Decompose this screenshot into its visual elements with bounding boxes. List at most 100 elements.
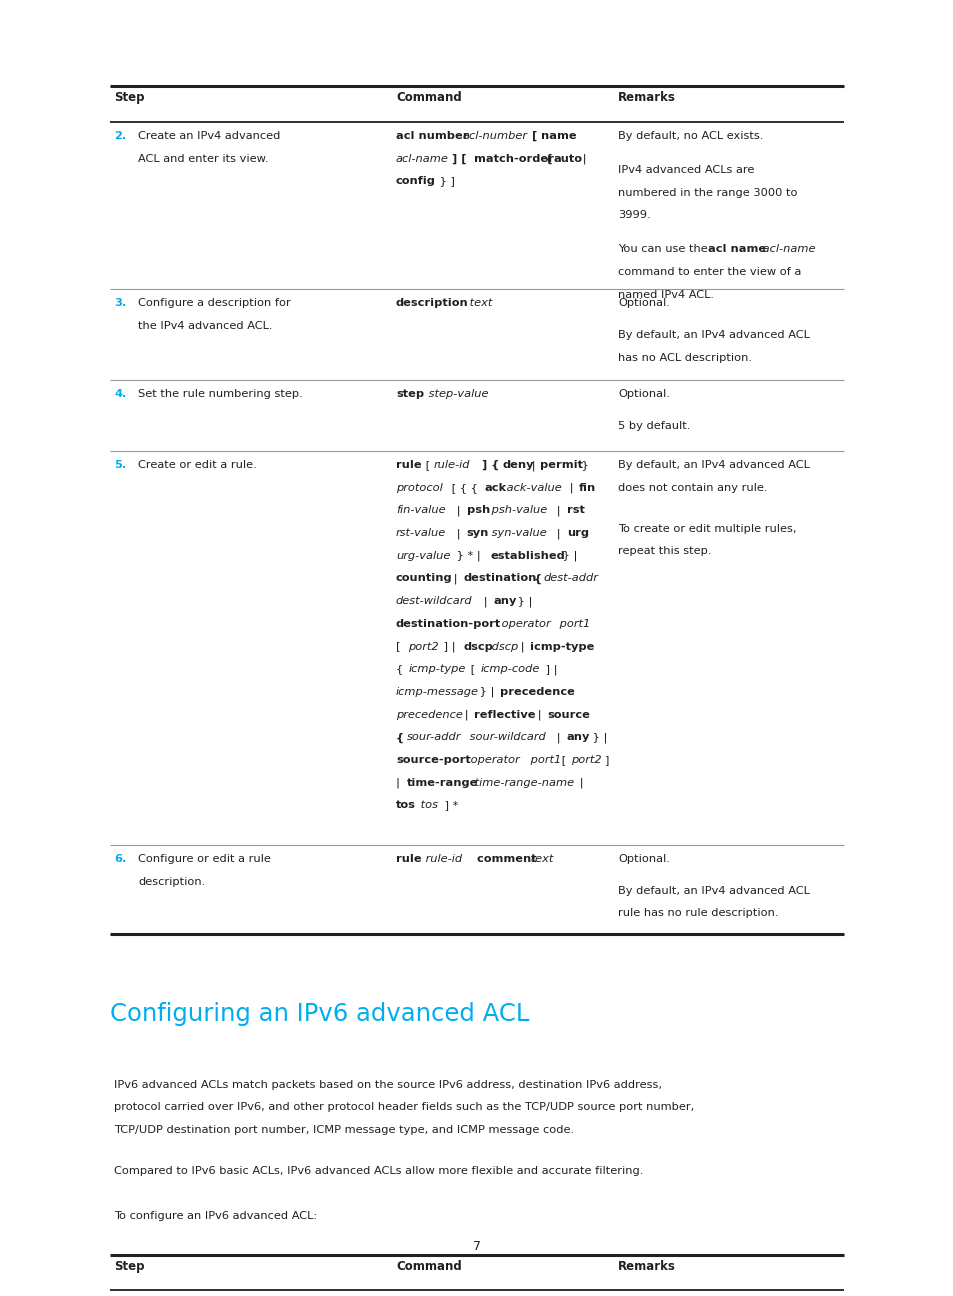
Text: source-port: source-port [395,754,470,765]
Text: psh: psh [466,505,489,516]
Text: [: [ [421,460,433,470]
Text: icmp-message: icmp-message [395,687,478,697]
Text: match-order: match-order [474,154,554,163]
Text: dest-addr: dest-addr [543,573,598,583]
Text: rule: rule [395,854,421,864]
Text: destination-port: destination-port [395,618,500,629]
Text: |: | [553,505,564,516]
Text: port2: port2 [408,642,438,652]
Text: deny: deny [502,460,534,470]
Text: config: config [395,176,436,187]
Text: repeat this step.: repeat this step. [618,547,711,556]
Text: the IPv4 advanced ACL.: the IPv4 advanced ACL. [138,320,273,330]
Text: time-range-name: time-range-name [471,778,574,788]
Text: port1: port1 [526,754,560,765]
Text: dscp: dscp [463,642,493,652]
Text: Optional.: Optional. [618,854,669,864]
Text: command to enter the view of a: command to enter the view of a [618,267,801,277]
Text: rst: rst [566,505,584,516]
Text: |: | [553,732,564,743]
Text: has no ACL description.: has no ACL description. [618,353,751,363]
Text: name: name [540,131,576,141]
Text: ] *: ] * [440,800,457,810]
Text: rule: rule [395,460,421,470]
Text: |: | [534,709,545,721]
Text: permit: permit [539,460,582,470]
Text: ack-value: ack-value [502,482,561,492]
Text: step-value: step-value [424,389,488,399]
Text: 3999.: 3999. [618,210,650,220]
Text: fin: fin [578,482,596,492]
Text: icmp-type: icmp-type [530,642,594,652]
Text: named IPv4 ACL.: named IPv4 ACL. [618,289,714,299]
Text: } * |: } * | [453,551,484,561]
Text: Remarks: Remarks [618,1260,676,1274]
Text: description.: description. [138,876,205,886]
Text: precedence: precedence [499,687,574,697]
Text: psh-value: psh-value [488,505,547,516]
Text: ] [: ] [ [448,154,471,163]
Text: } |: } | [588,732,606,743]
Text: operator: operator [467,754,519,765]
Text: Compared to IPv6 basic ACLs, IPv6 advanced ACLs allow more flexible and accurate: Compared to IPv6 basic ACLs, IPv6 advanc… [114,1166,643,1175]
Text: |: | [453,527,464,539]
Text: step: step [395,389,423,399]
Text: } |: } | [476,687,497,697]
Text: urg-value: urg-value [395,551,450,561]
Text: [: [ [527,131,540,141]
Text: 7: 7 [473,1240,480,1253]
Text: precedence: precedence [395,709,462,719]
Text: ] |: ] | [439,642,458,652]
Text: Remarks: Remarks [618,91,676,104]
Text: Step: Step [114,1260,145,1274]
Text: 3.: 3. [114,298,127,308]
Text: You can use the: You can use the [618,244,711,254]
Text: [: [ [395,642,404,652]
Text: ] {: ] { [477,460,502,470]
Text: Optional.: Optional. [618,389,669,399]
Text: 6.: 6. [114,854,127,864]
Text: Optional.: Optional. [618,298,669,308]
Text: {: { [540,154,557,163]
Text: does not contain any rule.: does not contain any rule. [618,482,767,492]
Text: By default, an IPv4 advanced ACL: By default, an IPv4 advanced ACL [618,460,809,470]
Text: {: { [395,664,406,674]
Text: destination: destination [463,573,537,583]
Text: }: } [578,460,588,470]
Text: |: | [453,505,464,516]
Text: sour-addr: sour-addr [407,732,461,743]
Text: {: { [530,573,546,583]
Text: } ]: } ] [436,176,455,187]
Text: Configuring an IPv6 advanced ACL: Configuring an IPv6 advanced ACL [110,1002,529,1026]
Text: protocol: protocol [395,482,442,492]
Text: Create an IPv4 advanced: Create an IPv4 advanced [138,131,280,141]
Text: By default, an IPv4 advanced ACL: By default, an IPv4 advanced ACL [618,886,809,896]
Text: any: any [493,596,517,607]
Text: Command: Command [395,1260,461,1274]
Text: |: | [527,460,538,470]
Text: port1: port1 [556,618,590,629]
Text: acl-name: acl-name [395,154,448,163]
Text: To configure an IPv6 advanced ACL:: To configure an IPv6 advanced ACL: [114,1210,317,1221]
Text: Configure or edit a rule: Configure or edit a rule [138,854,271,864]
Text: dscp: dscp [488,642,518,652]
Text: |: | [460,709,472,721]
Text: fin-value: fin-value [395,505,445,516]
Text: reflective: reflective [474,709,535,719]
Text: tos: tos [416,800,437,810]
Text: Configure a description for: Configure a description for [138,298,291,308]
Text: port2: port2 [571,754,601,765]
Text: urg: urg [566,527,588,538]
Text: acl-number: acl-number [462,131,527,141]
Text: |: | [395,778,403,788]
Text: auto: auto [553,154,581,163]
Text: |: | [479,596,491,607]
Text: operator: operator [497,618,550,629]
Text: rst-value: rst-value [395,527,446,538]
Text: rule-id: rule-id [434,460,470,470]
Text: 2.: 2. [114,131,127,141]
Text: rule-id: rule-id [421,854,461,864]
Text: acl name: acl name [707,244,765,254]
Text: [: [ [558,754,569,765]
Text: |: | [576,778,583,788]
